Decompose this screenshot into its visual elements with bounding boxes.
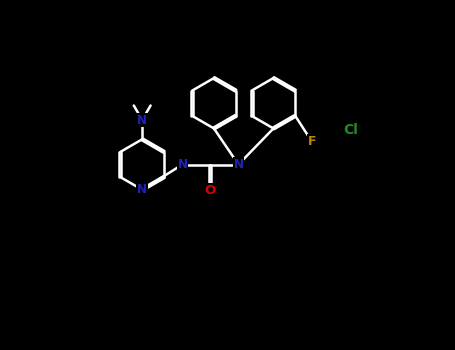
Text: Cl: Cl	[343, 122, 358, 136]
Text: N: N	[233, 158, 243, 171]
Text: N: N	[137, 183, 147, 196]
Text: N: N	[177, 158, 187, 171]
Text: N: N	[137, 113, 147, 127]
Text: F: F	[308, 135, 316, 148]
Text: O: O	[205, 184, 216, 197]
